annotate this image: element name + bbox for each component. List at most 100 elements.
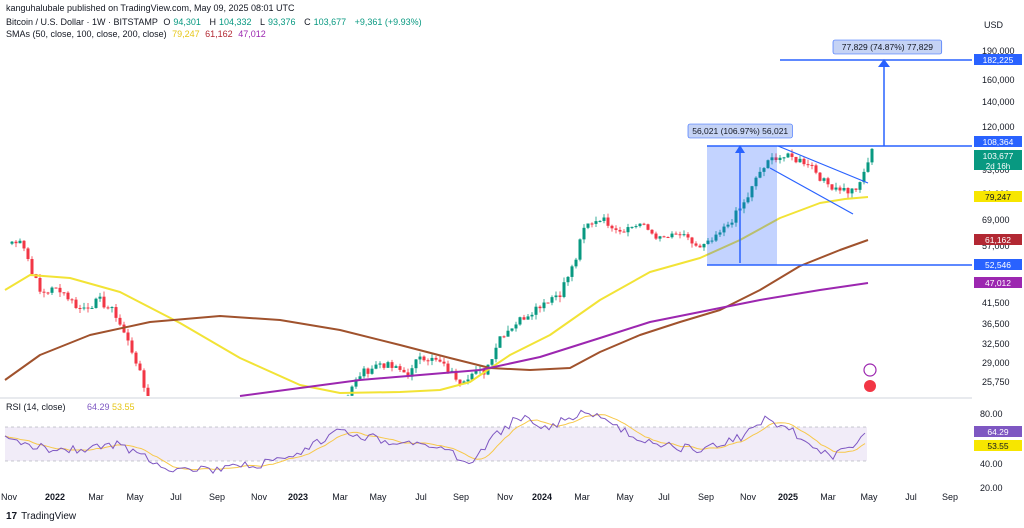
candle-body — [506, 330, 510, 337]
candle-body — [606, 217, 610, 226]
price-label-bg — [974, 136, 1022, 147]
candle-body — [454, 370, 458, 380]
candle-body — [534, 306, 538, 315]
candle-body — [86, 307, 90, 309]
measured-move-box — [707, 146, 777, 265]
candle-body — [358, 376, 362, 380]
candle-body — [374, 364, 378, 369]
sma-legend[interactable]: SMAs (50, close, 100, close, 200, close)… — [6, 29, 269, 39]
candle-body — [42, 291, 46, 293]
time-tick: Sep — [209, 492, 225, 502]
candle-body — [810, 164, 814, 166]
candle-body — [102, 296, 106, 308]
time-tick: Sep — [698, 492, 714, 502]
ohlc-open: O 94,301 — [163, 17, 201, 27]
candle-body — [398, 366, 402, 370]
rsi-label-bg — [974, 440, 1022, 451]
candle-body — [570, 266, 574, 277]
candle-body — [586, 223, 590, 228]
candle-body — [658, 236, 662, 239]
candle-body — [758, 171, 762, 178]
candle-body — [686, 234, 690, 238]
flag-upper — [777, 145, 869, 184]
sma-line — [239, 282, 869, 397]
candle-body — [678, 234, 682, 236]
candle-body — [138, 363, 142, 371]
price-label-text: 103,677 — [983, 151, 1014, 161]
candle-body — [630, 226, 634, 228]
candle-body — [402, 369, 406, 373]
candle-body — [818, 172, 822, 181]
candle-body — [566, 276, 570, 283]
candle-body — [562, 282, 566, 297]
candle-body — [774, 157, 778, 161]
candle-body — [718, 232, 722, 235]
candle-body — [118, 317, 122, 325]
price-tick: 120,000 — [982, 122, 1015, 132]
tradingview-logo: 17 TradingView — [6, 511, 76, 522]
price-label-bg — [974, 54, 1022, 65]
candle-body — [626, 227, 630, 233]
sma200-value: 47,012 — [238, 29, 266, 39]
price-label-bg — [974, 234, 1022, 245]
rsi-label-text: 64.29 — [987, 427, 1009, 437]
tradingview-logo-text: TradingView — [21, 511, 77, 522]
candle-body — [642, 223, 646, 225]
candle-body — [770, 157, 774, 161]
candle-body — [134, 352, 138, 364]
price-tick: 36,500 — [982, 319, 1010, 329]
candle-body — [434, 357, 438, 360]
candle-body — [654, 233, 658, 239]
price-label-bg — [974, 277, 1022, 288]
candle-body — [362, 368, 366, 377]
annotation-text: 56,021 (106.97%) 56,021 — [692, 126, 788, 136]
candle-body — [674, 233, 678, 235]
candle-body — [662, 236, 666, 238]
candle-body — [830, 184, 834, 190]
candle-body — [858, 182, 862, 190]
candle-body — [650, 229, 654, 234]
candle-body — [538, 306, 542, 309]
candle-body — [510, 328, 514, 331]
candle-body — [394, 366, 398, 368]
candle-body — [778, 157, 782, 161]
candle-body — [710, 240, 714, 242]
time-tick: 2023 — [288, 492, 308, 502]
candle-body — [470, 373, 474, 380]
price-tick: 140,000 — [982, 97, 1015, 107]
price-tick: 41,500 — [982, 298, 1010, 308]
candle-body — [494, 347, 498, 360]
candle-body — [530, 314, 534, 317]
annotation-box — [832, 39, 943, 55]
candle-body — [62, 292, 66, 294]
candle-body — [22, 240, 26, 249]
candle-body — [610, 225, 614, 229]
candle-body — [354, 379, 358, 387]
candle-body — [734, 210, 738, 223]
candle-body — [790, 153, 794, 157]
candle-body — [406, 372, 410, 377]
annotation-box — [687, 123, 793, 139]
candle-body — [438, 359, 442, 362]
candle-body — [378, 363, 382, 365]
price-tick: 57,000 — [982, 241, 1010, 251]
candle-body — [82, 307, 86, 309]
candle-body — [522, 317, 526, 320]
symbol-title: Bitcoin / U.S. Dollar · 1W · BITSTAMP — [6, 17, 158, 27]
candle-body — [638, 223, 642, 227]
candle-body — [546, 302, 550, 304]
price-tick: 29,000 — [982, 358, 1010, 368]
candle-body — [446, 363, 450, 373]
price-tick: 69,000 — [982, 215, 1010, 225]
candle-body — [130, 340, 134, 353]
candle-body — [114, 307, 118, 318]
rsi-label-bg — [974, 426, 1022, 437]
time-tick: Nov — [1, 492, 18, 502]
candle-body — [46, 292, 50, 294]
time-tick: Mar — [332, 492, 348, 502]
candle-body — [98, 296, 102, 299]
candle-body — [602, 217, 606, 221]
ohlc-high: H 104,332 — [209, 17, 252, 27]
